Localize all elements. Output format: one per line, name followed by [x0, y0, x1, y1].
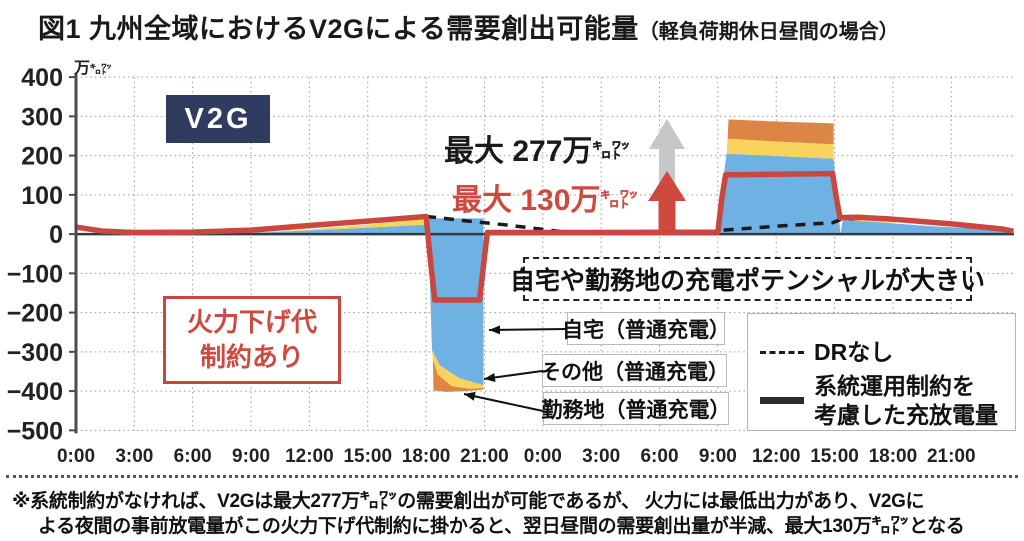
thermal-constraint-callout: 火力下げ代 制約あり — [163, 296, 341, 384]
svg-text:21:00: 21:00 — [927, 446, 976, 467]
svg-text:0:00: 0:00 — [57, 446, 95, 467]
figure-title: 図1 九州全域におけるV2Gによる需要創出可能量（軽負荷期休日昼間の場合） — [38, 7, 899, 46]
svg-text:6:00: 6:00 — [174, 446, 212, 467]
y-axis-unit-label: 万㌔㍗ — [74, 60, 113, 77]
svg-text:9:00: 9:00 — [232, 446, 270, 467]
svg-text:18:00: 18:00 — [869, 446, 918, 467]
svg-text:18:00: 18:00 — [402, 446, 451, 467]
pointer-arrows — [463, 325, 568, 412]
svg-text:100: 100 — [21, 182, 63, 210]
footnote-line-1: ※系統制約がなければ、V2Gは最大277万㌔㍗の需要創出が可能であるが、 火力に… — [12, 491, 925, 512]
svg-text:3:00: 3:00 — [115, 446, 153, 467]
max-arrows — [648, 119, 686, 231]
annotation-max-130: 最大 130万㌔㍗ — [452, 184, 639, 217]
svg-text:−500: −500 — [7, 417, 63, 445]
svg-text:−200: −200 — [7, 300, 63, 328]
figure-title-note: （軽負荷期休日昼間の場合） — [638, 21, 899, 43]
label-other-charging: その他（普通充電） — [540, 354, 729, 387]
svg-text:9:00: 9:00 — [699, 446, 737, 467]
svg-text:21:00: 21:00 — [460, 446, 509, 467]
label-home-charging: 自宅（普通充電） — [562, 312, 730, 345]
label-work-charging: 勤務地（普通充電） — [542, 392, 731, 425]
svg-text:15:00: 15:00 — [810, 446, 859, 467]
svg-text:−100: −100 — [7, 260, 63, 288]
svg-text:3:00: 3:00 — [582, 446, 620, 467]
legend-item-dr-none: DRなし — [748, 338, 893, 367]
v2g-badge: V2G — [166, 95, 270, 143]
legend-item-constrained: 系統運用制約を 考慮した充放電量 — [748, 372, 998, 430]
svg-text:6:00: 6:00 — [640, 446, 678, 467]
svg-text:−300: −300 — [7, 339, 63, 367]
svg-text:0:00: 0:00 — [524, 446, 562, 467]
annotation-max-277: 最大 277万㌔㍗ — [444, 135, 631, 168]
svg-text:−400: −400 — [7, 378, 63, 406]
svg-text:12:00: 12:00 — [285, 446, 334, 467]
footnote-separator — [6, 475, 1018, 478]
svg-text:15:00: 15:00 — [343, 446, 392, 467]
svg-text:400: 400 — [21, 64, 63, 92]
charging-potential-callout: 自宅や勤務地の充電ポテンシャルが大きい — [510, 257, 985, 301]
series-constrained — [75, 170, 1015, 303]
svg-text:0: 0 — [49, 221, 63, 249]
solid-line-swatch — [760, 397, 804, 405]
svg-text:12:00: 12:00 — [752, 446, 801, 467]
legend: DRなし 系統運用制約を 考慮した充放電量 — [747, 313, 1016, 431]
figure-title-main: 図1 九州全域におけるV2Gによる需要創出可能量 — [38, 14, 639, 44]
dashed-line-swatch — [760, 350, 804, 354]
footnote-line-2: よる夜間の事前放電量がこの火力下げ代制約に掛かると、翌日昼間の需要創出量が半減、… — [38, 516, 965, 537]
svg-text:200: 200 — [21, 143, 63, 171]
svg-text:300: 300 — [21, 103, 63, 131]
